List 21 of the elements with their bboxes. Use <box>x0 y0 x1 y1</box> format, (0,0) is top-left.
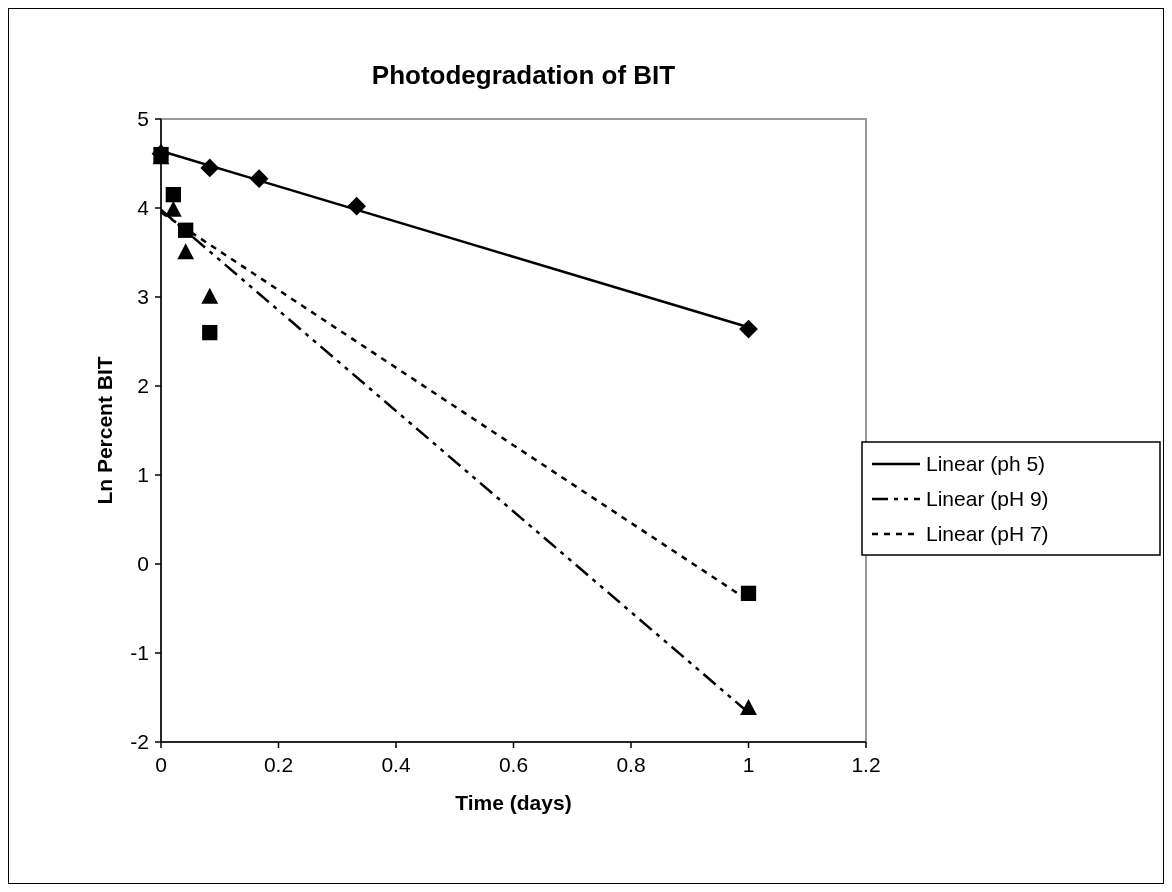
y-tick-label: 4 <box>137 196 150 220</box>
y-tick-label: 0 <box>137 552 149 576</box>
x-tick-label: 0.4 <box>381 753 411 776</box>
x-tick-label: 0.2 <box>263 753 294 776</box>
legend-label: Linear (ph 5) <box>926 452 1046 476</box>
x-tick-label: 0 <box>155 753 167 776</box>
chart-title: Photodegradation of BIT <box>371 60 676 90</box>
y-tick-label: -1 <box>130 641 149 665</box>
x-tick-label: 1 <box>742 753 755 776</box>
x-axis-title: Time (days) <box>455 791 572 814</box>
y-tick-label: -2 <box>130 730 149 754</box>
legend-label: Linear (pH 9) <box>926 487 1049 511</box>
x-tick-label: 1.2 <box>851 753 881 776</box>
y-tick-label: 3 <box>137 285 149 309</box>
y-tick-label: 1 <box>137 463 149 487</box>
x-tick-label: 0.6 <box>498 753 529 776</box>
x-tick-label: 0.8 <box>616 753 646 776</box>
legend-label: Linear (pH 7) <box>926 522 1049 546</box>
y-axis-title: Ln Percent BIT <box>93 356 116 505</box>
y-tick-label: 2 <box>137 374 149 398</box>
y-tick-label: 5 <box>137 107 149 131</box>
